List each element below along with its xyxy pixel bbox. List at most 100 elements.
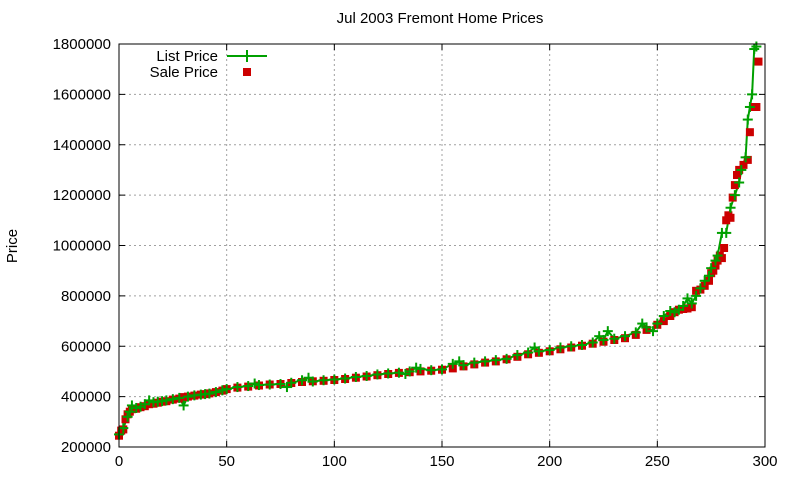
legend-label-list-price: List Price: [156, 48, 218, 65]
list-price-point: [307, 376, 318, 387]
sale-price-point: [752, 103, 761, 111]
list-price-point: [204, 388, 215, 399]
list-price-point: [587, 337, 598, 348]
list-price-point: [221, 384, 232, 395]
list-price-point: [747, 89, 758, 100]
list-price-point: [393, 367, 404, 378]
sale-price-point: [722, 216, 731, 225]
list-price-point: [161, 395, 172, 406]
sale-price-point: [659, 317, 668, 326]
list-price-point: [641, 322, 652, 333]
y-axis-label: Price: [4, 229, 21, 263]
list-price-point: [721, 227, 732, 238]
x-tick-label: 200: [537, 453, 562, 470]
list-price-point: [174, 392, 185, 403]
list-price-point: [725, 202, 736, 213]
list-price-point: [602, 326, 613, 337]
list-price-point: [630, 327, 641, 338]
grid-lines: [119, 44, 765, 447]
list-price-point: [742, 114, 753, 125]
list-price-point: [598, 334, 609, 345]
sale-price-point: [730, 181, 739, 190]
list-price-point: [652, 318, 663, 329]
list-price-point: [178, 400, 189, 411]
list-price-point: [415, 363, 426, 374]
list-price-point: [678, 300, 689, 311]
list-price-point: [275, 379, 286, 390]
y-tick-label: 400000: [61, 389, 111, 406]
list-price-point: [297, 375, 308, 386]
series-layer: [114, 41, 763, 440]
sale-price-point: [717, 254, 726, 263]
list-price-point: [512, 350, 523, 361]
sale-price-point: [692, 286, 701, 295]
list-price-point: [566, 341, 577, 352]
list-price-point: [699, 275, 710, 286]
list-price-point: [264, 379, 275, 390]
list-price-point: [361, 370, 372, 381]
list-price-point: [232, 382, 243, 393]
list-price-point: [533, 346, 544, 357]
legend: List Price Sale Price: [150, 48, 267, 81]
sale-price-point: [739, 160, 748, 169]
list-price-point: [404, 366, 415, 377]
list-price-point: [576, 339, 587, 350]
x-tick-label: 0: [115, 453, 123, 470]
list-price-point: [658, 311, 669, 322]
sale-price-point: [720, 244, 729, 252]
y-tick-label: 1400000: [53, 137, 111, 154]
sale-price-point: [726, 213, 735, 222]
list-price-point: [710, 255, 721, 266]
list-price-point: [620, 331, 631, 342]
x-tick-label: 50: [218, 453, 235, 470]
list-price-point: [682, 293, 693, 304]
y-tick-label: 200000: [61, 439, 111, 456]
list-price-point: [736, 164, 747, 175]
list-price-point: [124, 406, 135, 417]
x-tick-label: 150: [429, 453, 454, 470]
list-price-point: [691, 290, 702, 301]
y-tick-label: 800000: [61, 288, 111, 305]
plot-border: [118, 43, 766, 448]
x-tick-label: 100: [322, 453, 347, 470]
y-tick-label: 600000: [61, 338, 111, 355]
list-price-point: [372, 369, 383, 380]
list-price-point: [744, 101, 755, 112]
list-price-point: [210, 387, 221, 398]
sale-price-point: [733, 171, 741, 179]
x-tick-label: 300: [752, 453, 777, 470]
list-price-point: [253, 380, 264, 391]
list-price-point: [118, 423, 129, 434]
list-price-point: [523, 347, 534, 358]
list-price-point: [751, 41, 762, 52]
sale-price-point: [709, 266, 718, 275]
list-price-point: [740, 152, 751, 163]
sale-price-point: [700, 281, 709, 290]
y-tick-label: 1600000: [53, 86, 111, 103]
list-price-point: [490, 355, 501, 366]
x-tick-labels: 0 50 100 150 200 250 300: [115, 453, 778, 470]
sale-price-point: [745, 128, 754, 137]
list-price-point: [480, 356, 491, 367]
list-price-point: [501, 353, 512, 364]
sale-price-point: [728, 193, 737, 202]
list-price-line: [118, 45, 758, 435]
chart-title: Jul 2003 Fremont Home Prices: [336, 10, 544, 27]
y-tick-label: 1000000: [53, 238, 111, 255]
list-price-point: [447, 358, 458, 369]
list-price-point: [734, 177, 745, 188]
list-price-point: [340, 373, 351, 384]
list-price-point: [458, 360, 469, 371]
list-price-point: [318, 375, 329, 386]
legend-swatch-sale-price: [243, 68, 251, 76]
x-tick-label: 250: [645, 453, 670, 470]
list-price-point: [167, 394, 178, 405]
list-price-point: [695, 283, 706, 294]
list-price-point: [437, 364, 447, 375]
list-price-point: [122, 411, 133, 422]
sale-price-point: [754, 57, 763, 66]
list-price-point: [383, 368, 394, 379]
list-price-point: [426, 365, 437, 376]
list-price-point: [329, 374, 340, 385]
sale-price-point: [743, 155, 752, 164]
